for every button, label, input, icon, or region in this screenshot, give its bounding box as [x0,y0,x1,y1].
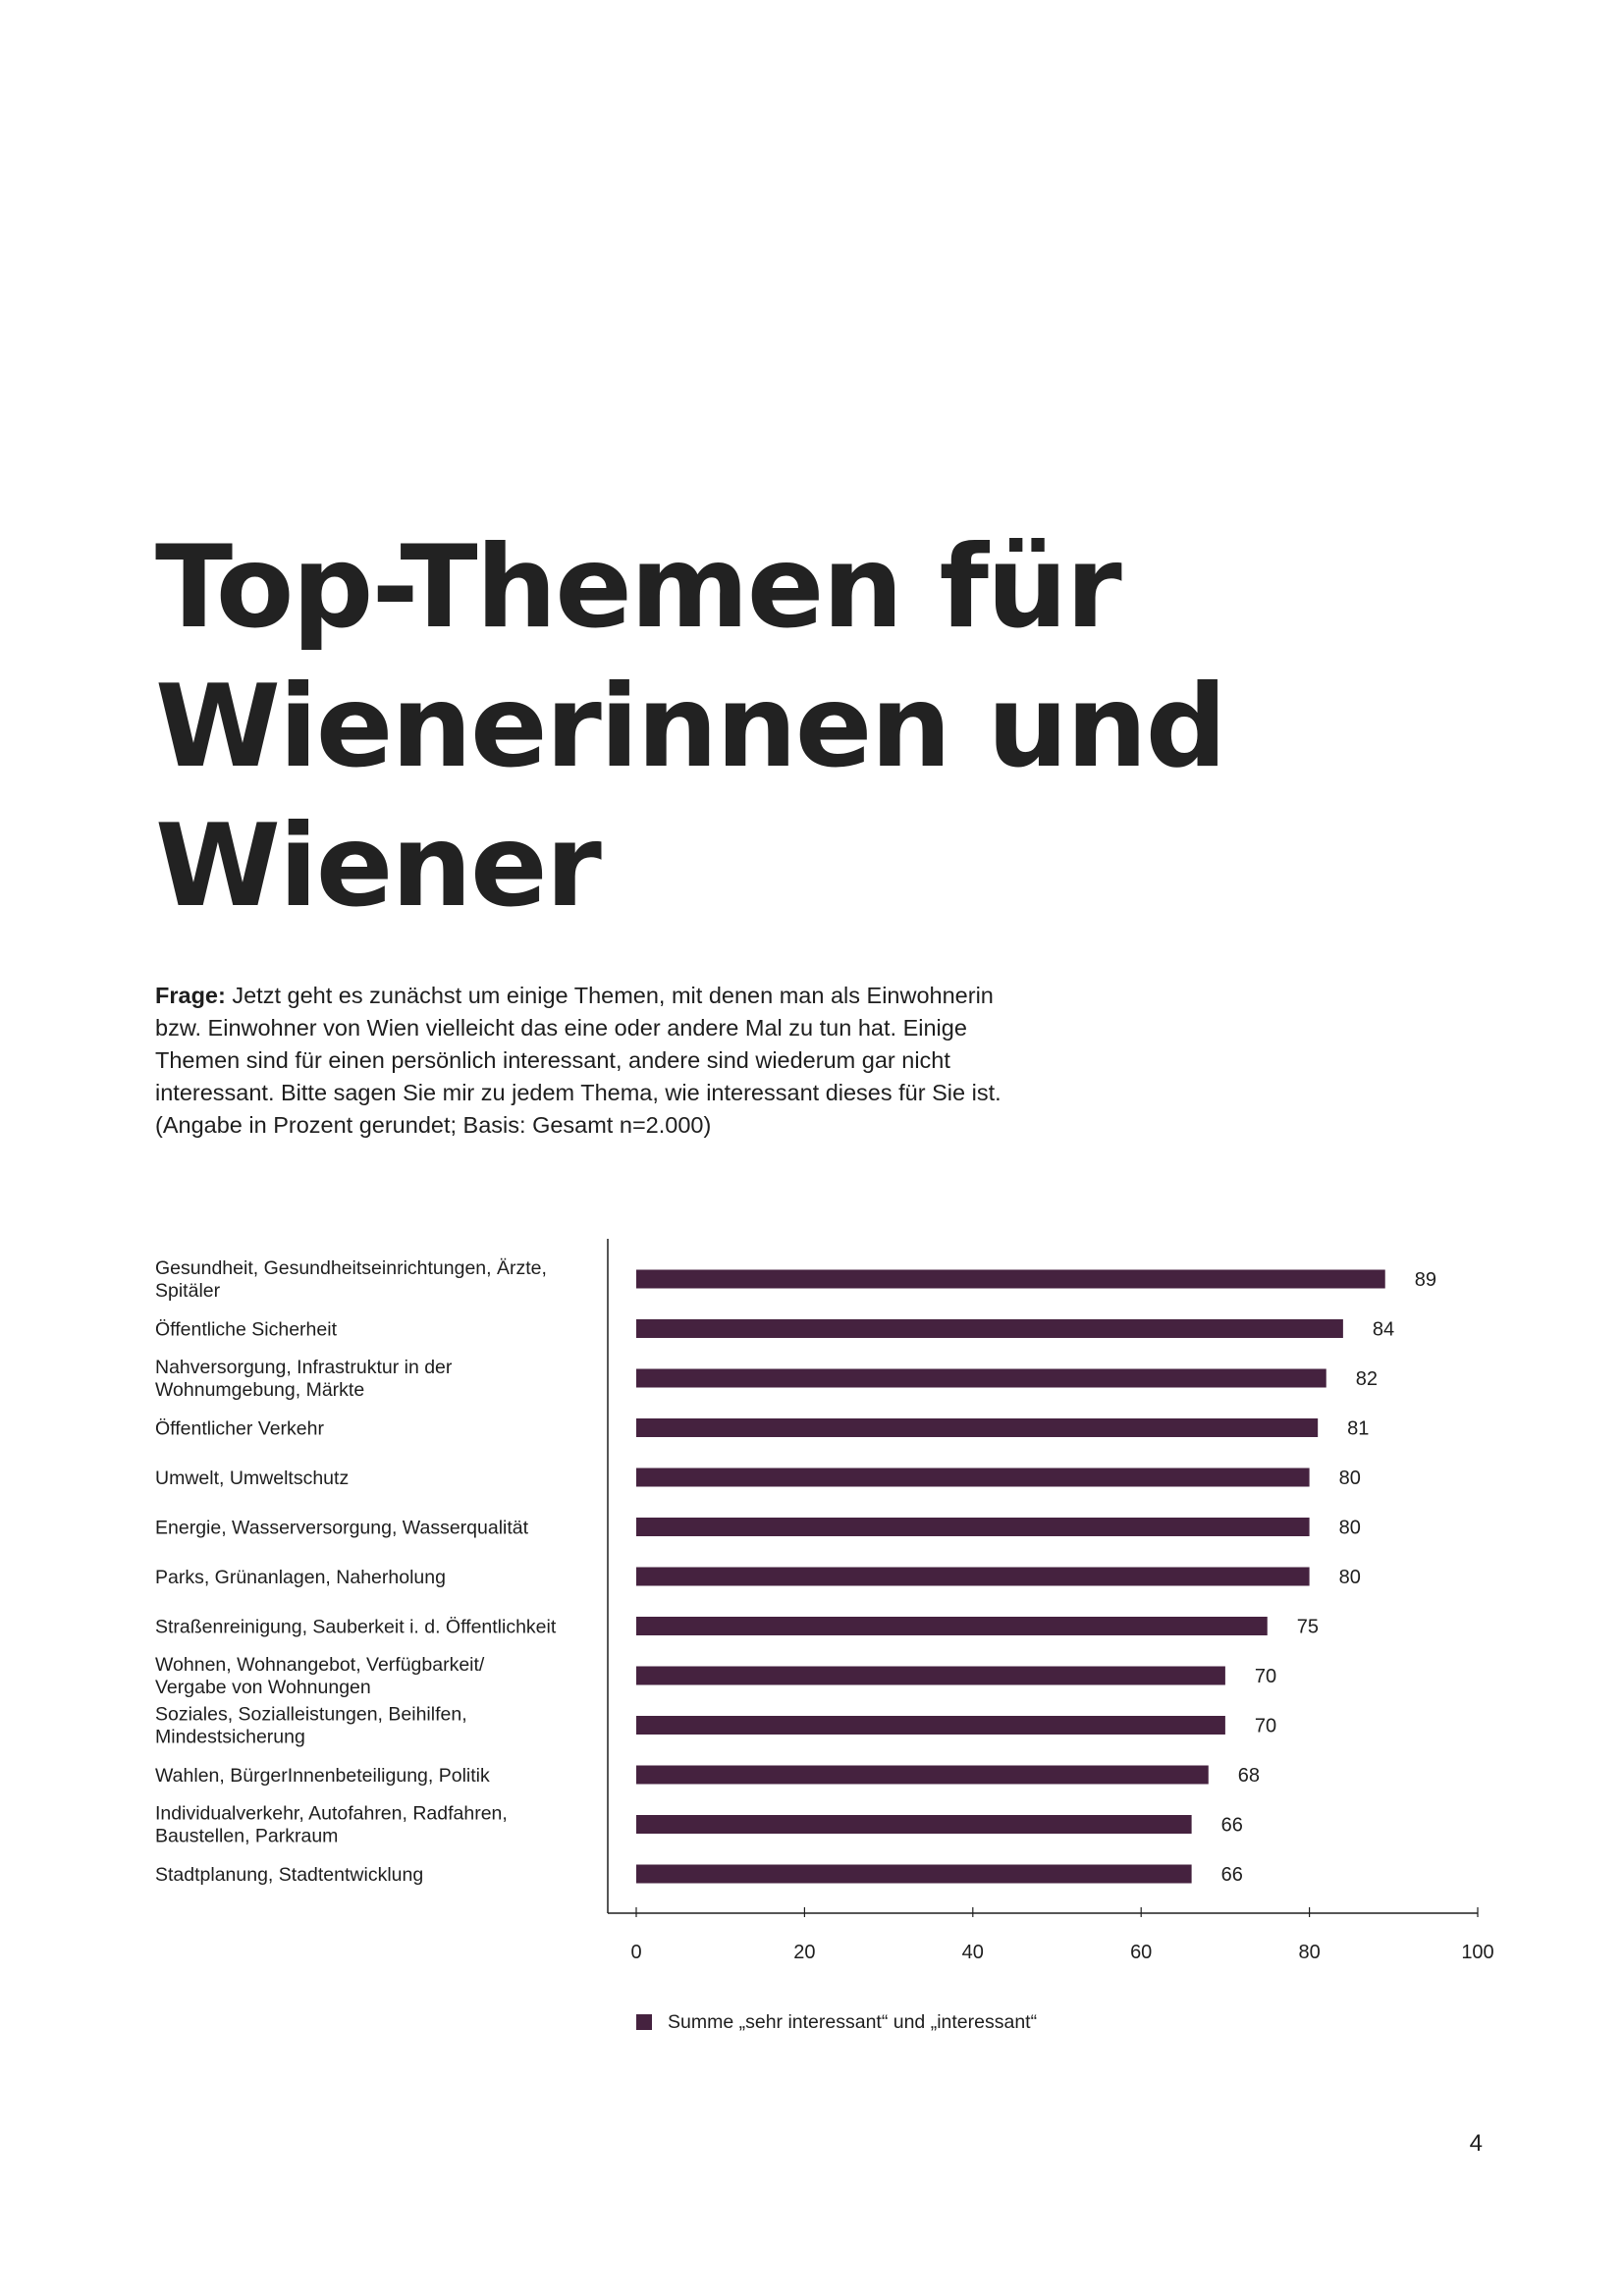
category-label: Gesundheit, Gesundheitseinrichtungen, Är… [155,1257,547,1279]
x-tick-label: 80 [1298,1942,1320,1963]
chart-legend: Summe „sehr interessant“ und „interessan… [636,2011,1037,2033]
bar-value-label: 80 [1339,1567,1361,1588]
category-label: Mindestsicherung [155,1727,305,1748]
bar [636,1418,1319,1437]
question-line: Frage: Jetzt geht es zunächst um einige … [155,980,1058,1012]
category-label: Vergabe von Wohnungen [155,1677,371,1698]
title-line: Wiener [155,800,602,933]
title-line: Top-Themen für [155,521,1122,654]
category-label: Umwelt, Umweltschutz [155,1468,349,1489]
bar-value-label: 82 [1356,1368,1378,1390]
bar [636,1468,1310,1487]
bar [636,1368,1326,1388]
x-tick-label: 20 [793,1942,815,1963]
x-tick-label: 40 [962,1942,984,1963]
page-title: Top-Themen für Wienerinnen und Wiener [155,518,1333,936]
x-tick-label: 100 [1461,1942,1493,1963]
question-line-text: Jetzt geht es zunächst um einige Themen,… [225,983,994,1008]
category-label: Öffentliche Sicherheit [155,1319,338,1341]
bar-value-label: 70 [1255,1716,1276,1737]
category-label: Spitäler [155,1280,221,1302]
category-label: Wahlen, BürgerInnenbeteiligung, Politik [155,1765,490,1787]
question-line: interessant. Bitte sagen Sie mir zu jede… [155,1080,1001,1105]
bar [636,1319,1343,1338]
category-label: Soziales, Sozialleistungen, Beihilfen, [155,1704,467,1726]
bar [636,1567,1310,1586]
x-tick-label: 60 [1130,1942,1152,1963]
bar-value-label: 81 [1347,1418,1369,1440]
bar-value-label: 66 [1221,1864,1243,1886]
bar [636,1666,1225,1685]
bar-value-label: 80 [1339,1468,1361,1489]
category-label: Nahversorgung, Infrastruktur in der [155,1357,453,1378]
bar [636,1269,1385,1289]
category-label: Parks, Grünanlagen, Naherholung [155,1567,446,1588]
chart-bars [636,1269,1385,1884]
category-label: Öffentlicher Verkehr [155,1418,324,1440]
category-label: Baustellen, Parkraum [155,1826,338,1847]
bar [636,1864,1192,1884]
bar-value-label: 70 [1255,1666,1276,1687]
bar-value-label: 89 [1415,1269,1436,1291]
question-label: Frage: [155,983,226,1008]
page-number: 4 [1469,2130,1483,2157]
category-label: Individualverkehr, Autofahren, Radfahren… [155,1803,508,1825]
legend-label: Summe „sehr interessant“ und „interessan… [668,2011,1037,2033]
bar [636,1617,1268,1635]
bar [636,1815,1192,1834]
category-label: Straßenreinigung, Sauberkeit i. d. Öffen… [155,1617,557,1638]
category-label: Wohnen, Wohnangebot, Verfügbarkeit/ [155,1654,485,1676]
category-label: Energie, Wasserversorgung, Wasserqualitä… [155,1518,529,1539]
chart-value-labels: 89 84 82 81 80 80 80 75 70 70 68 66 66 [1221,1269,1436,1886]
category-label: Stadtplanung, Stadtentwicklung [155,1864,423,1886]
bar-value-label: 68 [1238,1765,1260,1787]
bar [636,1518,1310,1536]
bar-value-label: 80 [1339,1518,1361,1539]
bar-value-label: 84 [1373,1319,1394,1341]
bar-value-label: 66 [1221,1815,1243,1837]
bar-value-label: 75 [1297,1617,1319,1638]
question-line: Themen sind für einen persönlich interes… [155,1047,950,1073]
legend-swatch [636,2014,652,2030]
x-tick-label: 0 [630,1942,641,1963]
bar [636,1716,1225,1735]
chart-axes: 0 20 40 60 80 100 [607,1239,1494,1963]
chart-category-labels: Gesundheit, Gesundheitseinrichtungen, Är… [155,1257,557,1886]
question-line: (Angabe in Prozent gerundet; Basis: Gesa… [155,1112,712,1138]
question-text: Frage: Jetzt geht es zunächst um einige … [155,980,1058,1142]
question-line: bzw. Einwohner von Wien vielleicht das e… [155,1015,967,1041]
bar [636,1765,1209,1785]
category-label: Wohnumgebung, Märkte [155,1379,364,1401]
title-line: Wienerinnen und [155,661,1227,793]
